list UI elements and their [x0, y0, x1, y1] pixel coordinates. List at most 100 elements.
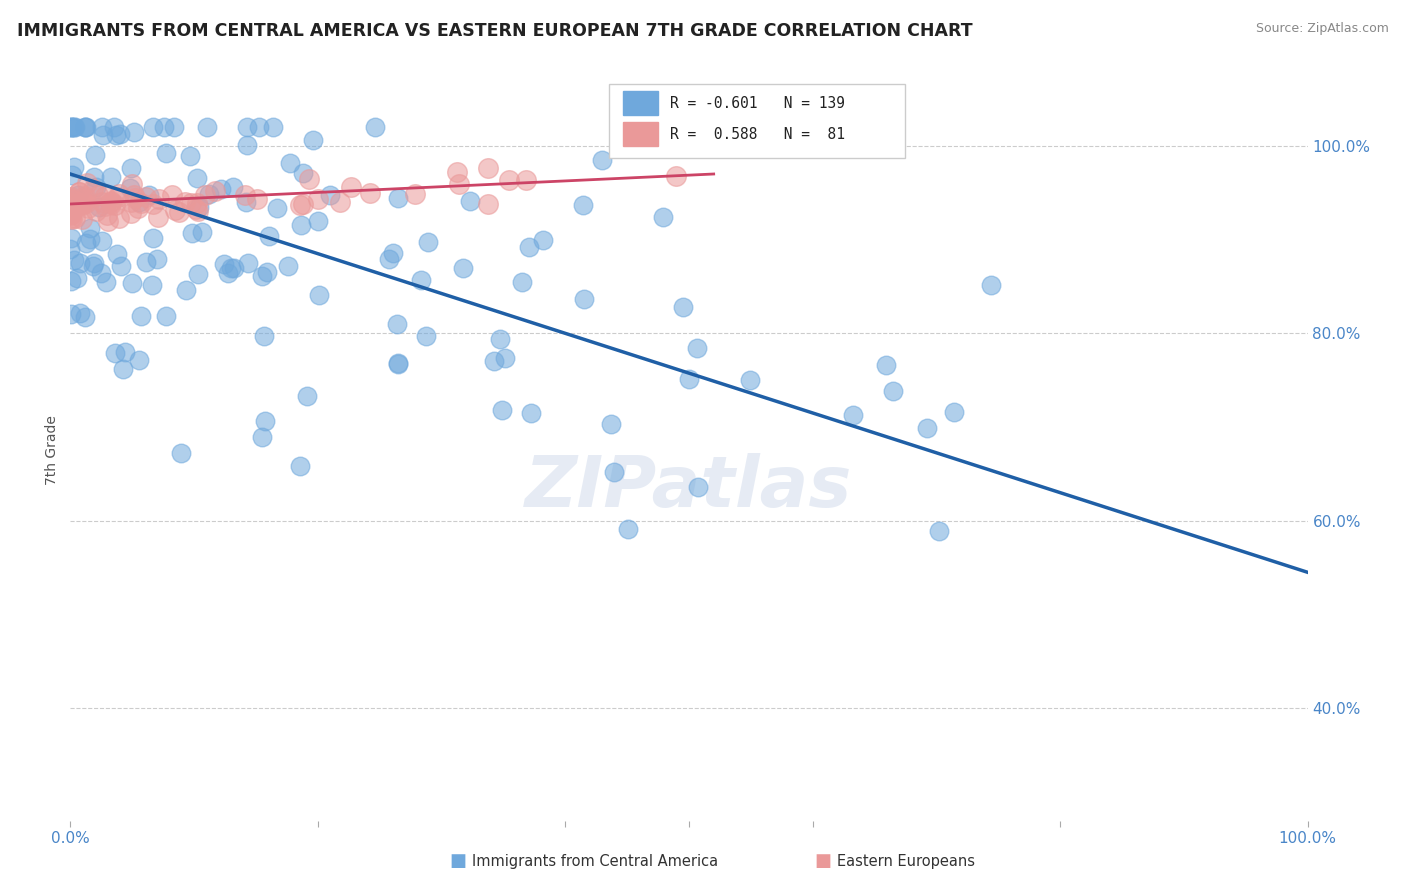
Point: [59, 307, 82, 321]
Point: [717, 137, 740, 152]
Point: [179, 149, 201, 163]
Point: [138, 187, 160, 202]
Point: [60, 207, 83, 221]
Point: [517, 240, 540, 254]
Point: [84, 204, 107, 219]
Point: [266, 202, 288, 216]
Point: [280, 156, 302, 170]
Point: [574, 292, 596, 306]
Point: [256, 265, 278, 279]
Point: [489, 332, 512, 346]
Point: [59, 274, 82, 288]
Point: [198, 186, 221, 201]
Point: [62, 197, 84, 211]
Point: [253, 328, 276, 343]
Point: [122, 125, 145, 139]
Point: [222, 261, 245, 276]
Point: [120, 194, 142, 209]
Point: [128, 195, 150, 210]
Point: [678, 371, 700, 385]
Point: [110, 259, 132, 273]
Point: [247, 120, 270, 135]
Point: [60, 211, 83, 226]
Point: [84, 180, 107, 194]
Point: [100, 194, 122, 208]
Point: [257, 229, 280, 244]
Point: [233, 187, 256, 202]
Point: [142, 197, 165, 211]
Point: [59, 204, 82, 219]
Point: [219, 261, 242, 276]
Point: [510, 275, 533, 289]
Point: [340, 180, 363, 194]
Point: [186, 195, 208, 210]
Point: [155, 145, 177, 160]
Point: [100, 195, 122, 210]
Point: [108, 127, 131, 141]
Point: [882, 384, 904, 399]
Point: [69, 306, 91, 320]
Point: [458, 194, 481, 208]
Point: [62, 161, 84, 175]
Point: [191, 225, 214, 239]
Point: [66, 188, 89, 202]
Point: [73, 194, 96, 209]
Point: [75, 310, 97, 324]
Point: [59, 197, 82, 211]
Point: [79, 221, 101, 235]
Point: [91, 128, 114, 142]
Point: [59, 192, 82, 206]
Point: [66, 271, 89, 285]
Point: [308, 288, 330, 302]
Point: [65, 120, 87, 135]
Point: [129, 309, 152, 323]
Point: [381, 246, 404, 260]
Point: [87, 187, 110, 202]
FancyBboxPatch shape: [623, 122, 658, 146]
Point: [180, 226, 202, 240]
Text: R = -0.601   N = 139: R = -0.601 N = 139: [671, 95, 845, 111]
Point: [59, 242, 82, 256]
Point: [129, 195, 152, 210]
Point: [59, 120, 82, 135]
Point: [307, 192, 329, 206]
Point: [91, 120, 114, 135]
Point: [740, 373, 762, 387]
Point: [415, 328, 437, 343]
Point: [163, 120, 186, 135]
Point: [217, 266, 239, 280]
Point: [60, 168, 83, 182]
Point: [84, 148, 107, 162]
Point: [142, 120, 165, 135]
Point: [70, 198, 93, 212]
Text: R =  0.588   N =  81: R = 0.588 N = 81: [671, 127, 845, 142]
Point: [277, 259, 299, 273]
Point: [291, 196, 314, 211]
Point: [652, 211, 675, 225]
Point: [451, 260, 474, 275]
Point: [75, 120, 97, 135]
Point: [79, 232, 101, 246]
Point: [108, 211, 131, 225]
Point: [416, 235, 439, 249]
Point: [94, 198, 117, 212]
Point: [146, 252, 169, 266]
Text: ■: ■: [814, 853, 831, 871]
Point: [90, 266, 112, 280]
Point: [290, 458, 312, 473]
Point: [446, 164, 468, 178]
Point: [531, 234, 554, 248]
Point: [69, 256, 91, 270]
Point: [221, 180, 243, 194]
Point: [385, 318, 408, 332]
Point: [75, 192, 97, 206]
Point: [187, 203, 209, 218]
Point: [62, 198, 84, 212]
Point: [103, 120, 125, 135]
Point: [59, 231, 82, 245]
Point: [603, 465, 626, 479]
Point: [204, 185, 226, 199]
Point: [75, 236, 97, 251]
Point: [188, 200, 211, 214]
Point: [359, 186, 381, 200]
